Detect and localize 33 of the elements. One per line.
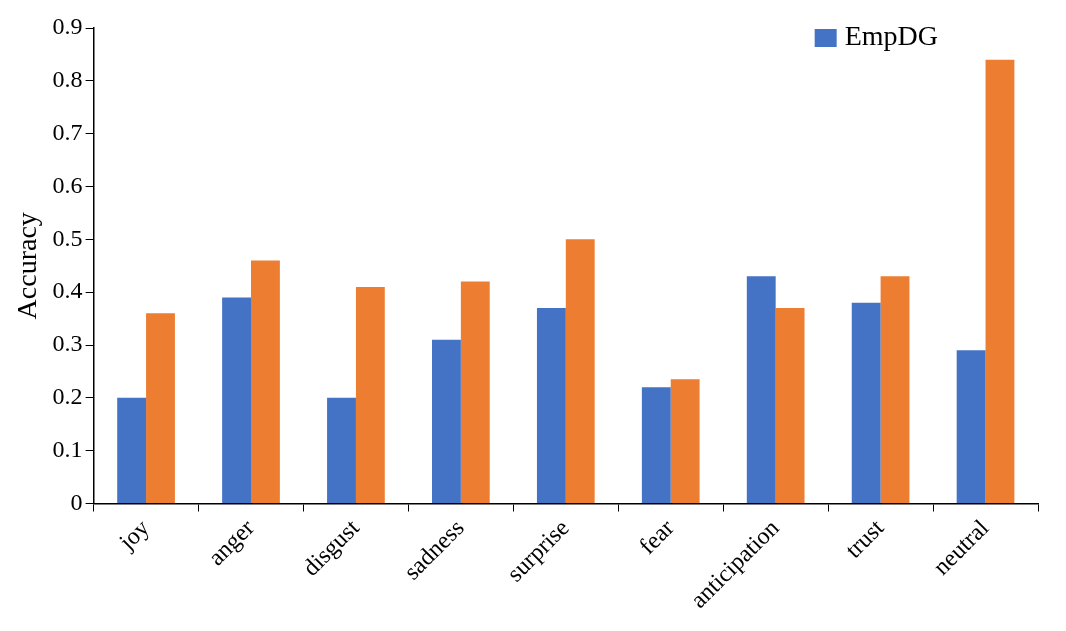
bar [327,397,356,504]
y-tick-label: 0.2 [52,383,83,410]
bar [536,308,566,504]
bar [117,397,147,504]
bar [985,59,1015,504]
x-tick-label: trust [840,514,889,563]
bar [641,387,671,504]
y-tick-label: 0.8 [52,66,83,93]
bar [956,350,986,504]
bar [355,286,385,504]
bar [880,276,910,504]
y-tick-label: 0.4 [52,277,83,304]
bar [251,260,280,504]
bar [222,297,251,504]
bar [746,276,776,504]
bar [565,239,595,504]
y-tick-label: 0.7 [52,118,83,145]
legend-label: EmpDG [844,20,938,52]
y-tick-label: 0.9 [52,13,83,40]
y-tick-label: 0.5 [52,224,83,251]
bar [670,379,700,504]
y-tick-label: 0 [70,488,83,515]
x-tick-label: joy [113,514,155,556]
bar [432,339,461,504]
x-tick-label: fear [633,514,679,560]
bar [460,281,490,504]
bar [851,302,881,504]
bar [146,313,175,504]
y-tick-label: 0.1 [52,435,83,462]
y-axis-title: Accuracy [11,212,43,320]
y-tick-label: 0.3 [52,330,83,357]
bar [775,308,805,504]
y-tick-label: 0.6 [52,171,83,198]
